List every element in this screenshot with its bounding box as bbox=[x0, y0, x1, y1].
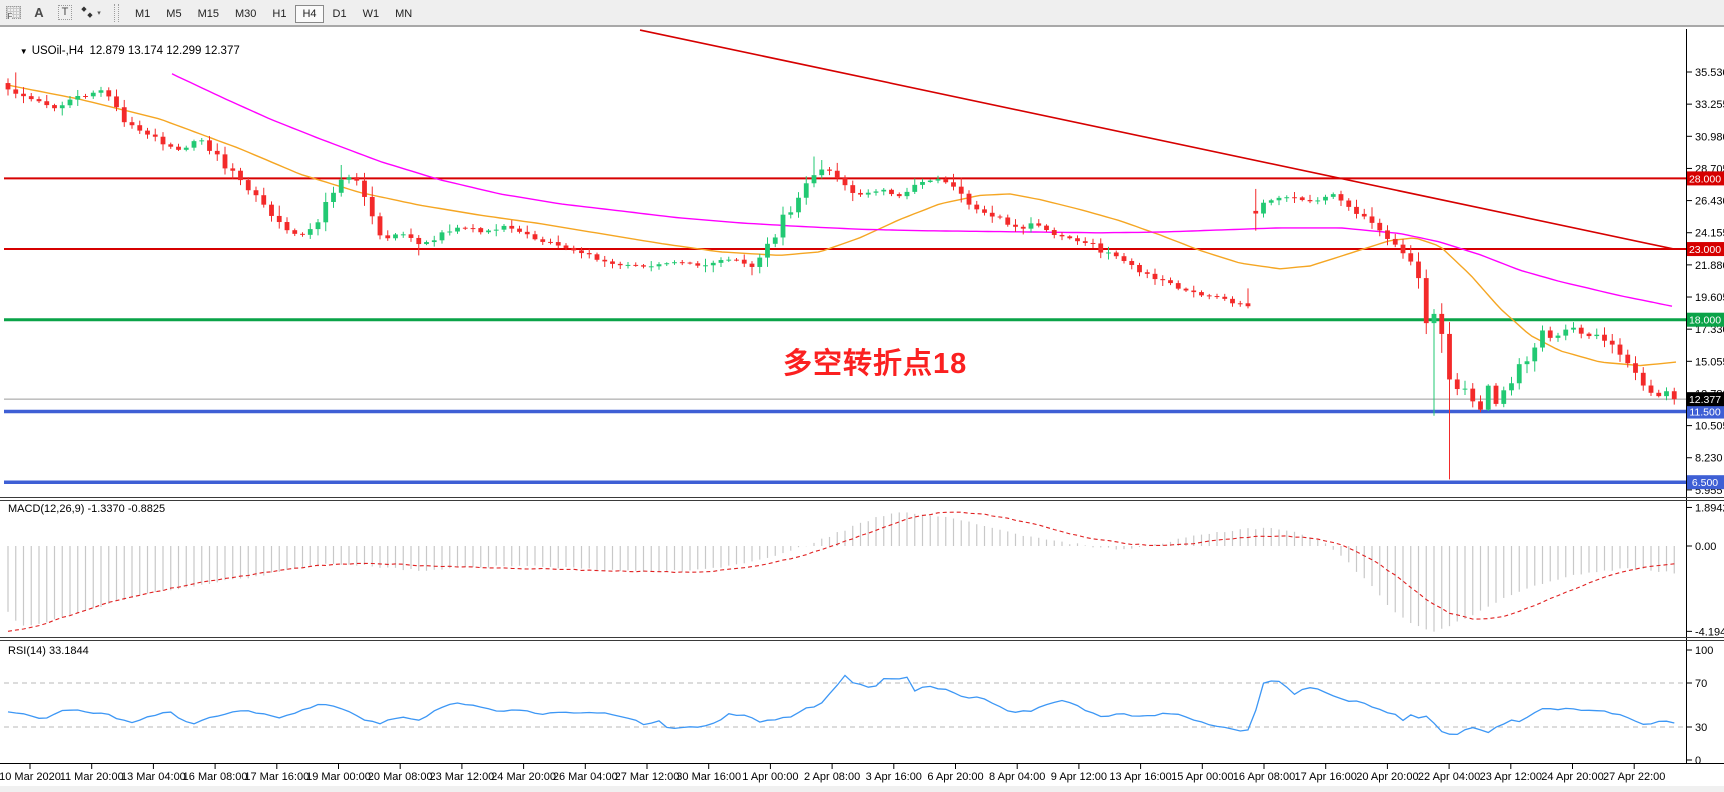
svg-text:28.000: 28.000 bbox=[1689, 173, 1721, 185]
timeframe-button-h4[interactable]: H4 bbox=[295, 4, 324, 23]
time-tick-label: 27 Apr 22:00 bbox=[1603, 771, 1665, 783]
time-tick-label: 11 Mar 20:00 bbox=[60, 771, 124, 783]
rsi-indicator-label: RSI(14) 33.1844 bbox=[8, 645, 89, 657]
price-level-badge: 28.000 bbox=[1687, 171, 1724, 186]
rsi-tick-label: 100 bbox=[1695, 645, 1713, 657]
toolbar-drag-handle[interactable] bbox=[114, 3, 119, 22]
macd-tick-label: 1.8942 bbox=[1695, 502, 1724, 514]
rsi-panel[interactable] bbox=[0, 641, 1724, 763]
diamond-icon: ◆ ◆ bbox=[81, 5, 93, 19]
text-label-icon: T bbox=[57, 5, 73, 20]
time-tick-label: 27 Mar 12:00 bbox=[615, 771, 680, 783]
price-tick-label: 15.055 bbox=[1695, 356, 1724, 368]
arrow-objects-button[interactable]: ◆ ◆ ▾ bbox=[79, 1, 103, 25]
panel-splitter[interactable] bbox=[0, 637, 1724, 641]
chart-text-annotation[interactable]: 多空转折点18 bbox=[783, 348, 968, 380]
price-level-badge: 11.500 bbox=[1687, 404, 1724, 419]
time-tick-label: 22 Apr 04:00 bbox=[1418, 771, 1480, 783]
price-tick-label: 35.530 bbox=[1695, 67, 1724, 79]
font-tool-button[interactable]: A bbox=[27, 1, 51, 25]
ohlc-values: 12.879 13.174 12.299 12.377 bbox=[89, 45, 240, 57]
text-label-tool-button[interactable]: T bbox=[53, 1, 77, 25]
svg-text:11.500: 11.500 bbox=[1689, 407, 1720, 419]
time-tick-label: 19 Mar 00:00 bbox=[306, 771, 371, 783]
rsi-tick-label: 0 bbox=[1695, 755, 1701, 767]
svg-text:6.500: 6.500 bbox=[1692, 477, 1718, 489]
price-level-badge: 6.500 bbox=[1687, 475, 1724, 490]
time-tick-label: 30 Mar 16:00 bbox=[676, 771, 741, 783]
toolbar: F A T ◆ ◆ ▾ M1 M5 M15 M30 H1 H4 D1 W1 MN bbox=[0, 0, 1724, 27]
timeframe-button-h1[interactable]: H1 bbox=[272, 7, 287, 20]
chevron-down-icon: ▾ bbox=[97, 9, 101, 17]
candlesticks bbox=[5, 72, 1677, 480]
macd-layer bbox=[7, 511, 1675, 632]
price-level-badge: 23.000 bbox=[1687, 242, 1724, 257]
price-tick-label: 19.605 bbox=[1695, 292, 1724, 304]
panel-splitter[interactable] bbox=[0, 497, 1724, 501]
grid-f-icon-label: F bbox=[7, 12, 13, 21]
price-axis[interactable]: 35.53033.25530.98028.70526.43024.15521.8… bbox=[1687, 67, 1724, 767]
timeframe-button-mn[interactable]: MN bbox=[395, 7, 413, 20]
time-tick-label: 23 Mar 12:00 bbox=[429, 771, 494, 783]
timeframe-button-w1[interactable]: W1 bbox=[362, 7, 380, 20]
time-tick-label: 1 Apr 00:00 bbox=[742, 771, 798, 783]
timeframe-button-m5[interactable]: M5 bbox=[166, 7, 182, 20]
time-tick-label: 17 Apr 16:00 bbox=[1295, 771, 1357, 783]
symbol-dropdown-icon[interactable]: ▼ bbox=[19, 47, 28, 56]
price-tick-label: 21.880 bbox=[1695, 260, 1724, 272]
font-a-icon: A bbox=[34, 5, 44, 20]
grid-f-tool-button[interactable]: F bbox=[1, 1, 25, 25]
price-tick-label: 8.230 bbox=[1695, 453, 1723, 465]
svg-text:12.377: 12.377 bbox=[1689, 394, 1721, 406]
time-tick-label: 17 Mar 16:00 bbox=[244, 771, 309, 783]
macd-tick-label: 0.00 bbox=[1695, 541, 1716, 553]
time-tick-label: 20 Apr 20:00 bbox=[1356, 771, 1418, 783]
rsi-layer bbox=[4, 674, 1686, 736]
time-tick-label: 24 Apr 20:00 bbox=[1541, 771, 1603, 783]
time-tick-label: 23 Apr 12:00 bbox=[1480, 771, 1542, 783]
svg-text:18.000: 18.000 bbox=[1689, 315, 1721, 327]
macd-indicator-label: MACD(12,26,9) -1.3370 -0.8825 bbox=[8, 503, 166, 515]
time-tick-label: 20 Mar 08:00 bbox=[368, 771, 433, 783]
time-tick-label: 26 Mar 04:00 bbox=[553, 771, 618, 783]
time-tick-label: 9 Apr 12:00 bbox=[1051, 771, 1107, 783]
time-tick-label: 13 Apr 16:00 bbox=[1109, 771, 1171, 783]
price-tick-label: 10.505 bbox=[1695, 421, 1724, 433]
time-tick-label: 6 Apr 20:00 bbox=[927, 771, 983, 783]
price-tick-label: 26.430 bbox=[1695, 196, 1724, 208]
timeframe-button-d1[interactable]: D1 bbox=[332, 7, 347, 20]
rsi-tick-label: 30 bbox=[1695, 722, 1707, 734]
main-chart-layer bbox=[4, 29, 1686, 484]
grid-f-icon: F bbox=[5, 6, 21, 21]
time-tick-label: 13 Mar 04:00 bbox=[121, 771, 186, 783]
timeframe-button-m30[interactable]: M30 bbox=[234, 7, 257, 20]
rsi-tick-label: 70 bbox=[1695, 678, 1707, 690]
time-tick-label: 15 Apr 00:00 bbox=[1171, 771, 1233, 783]
time-tick-label: 10 Mar 2020 bbox=[0, 771, 61, 783]
time-tick-label: 3 Apr 16:00 bbox=[866, 771, 922, 783]
timeframe-button-m1[interactable]: M1 bbox=[135, 7, 151, 20]
price-tick-label: 33.255 bbox=[1695, 99, 1724, 111]
price-level-badge: 12.377 bbox=[1687, 392, 1724, 407]
time-tick-label: 24 Mar 20:00 bbox=[491, 771, 556, 783]
symbol-title: ▼ USOil-,H4 12.879 13.174 12.299 12.377 bbox=[7, 33, 240, 69]
price-tick-label: 30.980 bbox=[1695, 131, 1724, 143]
svg-text:23.000: 23.000 bbox=[1689, 244, 1721, 256]
price-level-badge: 18.000 bbox=[1687, 312, 1724, 327]
price-tick-label: 17.330 bbox=[1695, 324, 1724, 336]
main-chart-panel[interactable] bbox=[0, 29, 1724, 497]
time-tick-label: 8 Apr 04:00 bbox=[989, 771, 1045, 783]
symbol-name: USOil-,H4 bbox=[31, 45, 84, 57]
time-tick-label: 2 Apr 08:00 bbox=[804, 771, 860, 783]
macd-tick-label: -4.1943 bbox=[1695, 626, 1724, 638]
timeframe-button-group: M1 M5 M15 M30 H1 H4 D1 W1 MN bbox=[127, 4, 420, 23]
time-tick-label: 16 Apr 08:00 bbox=[1233, 771, 1295, 783]
price-tick-label: 24.155 bbox=[1695, 228, 1724, 240]
timeframe-button-m15[interactable]: M15 bbox=[197, 7, 219, 20]
time-tick-label: 16 Mar 08:00 bbox=[183, 771, 248, 783]
